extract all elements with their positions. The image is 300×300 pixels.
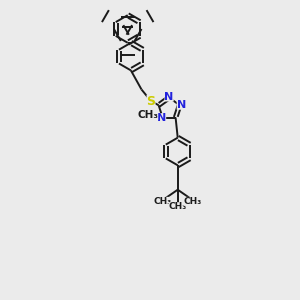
Text: N: N <box>157 113 166 123</box>
Text: CH₃: CH₃ <box>184 197 202 206</box>
Text: CH₃: CH₃ <box>169 202 187 211</box>
Text: S: S <box>147 95 156 108</box>
Text: CH₃: CH₃ <box>137 110 158 120</box>
Text: CH₃: CH₃ <box>154 197 172 206</box>
Text: N: N <box>177 100 186 110</box>
Text: N: N <box>164 92 174 101</box>
